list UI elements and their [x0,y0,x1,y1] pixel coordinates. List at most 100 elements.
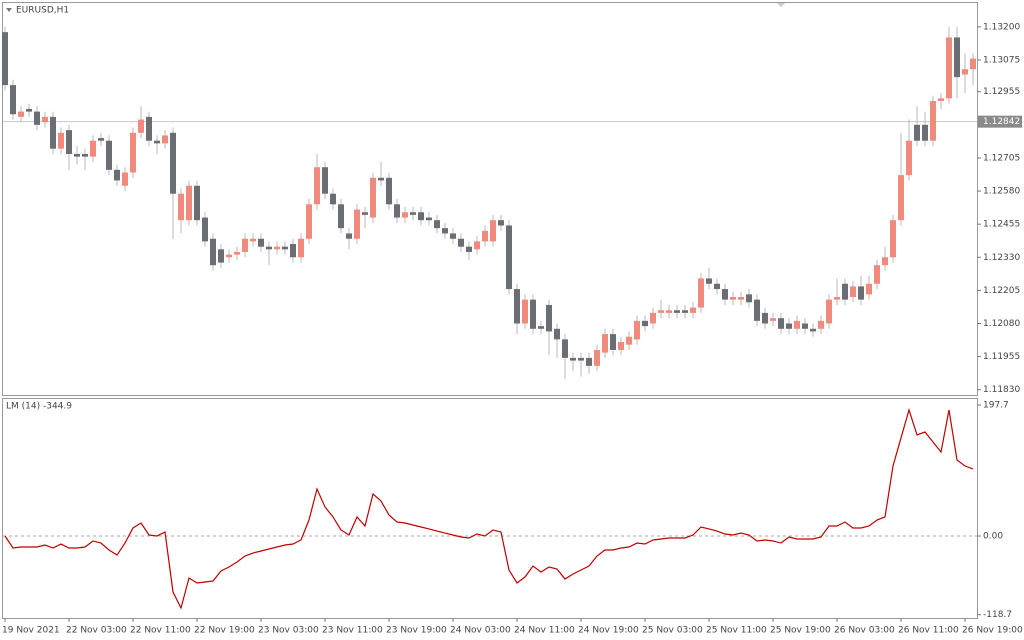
indicator-panel [2,398,978,619]
candle-body [738,297,744,300]
candle-body [794,320,800,329]
candle-body [530,299,536,329]
candle-body [906,140,912,176]
candle-body [842,283,848,300]
candle-body [442,228,448,234]
candle-body [234,251,240,255]
candle-body [394,204,400,218]
candle-body [386,177,392,205]
candle-body [114,169,120,181]
candle-body [474,241,480,250]
x-tick-label: 23 Nov 19:00 [386,626,447,636]
candle-body [962,69,968,75]
candle-body [250,238,256,242]
indicator-line [4,407,974,610]
candle-body [914,124,920,141]
x-tick-label: 26 Nov 11:00 [898,626,959,636]
x-tick-label: 22 Nov 19:00 [194,626,255,636]
candle-body [618,342,624,350]
candle-body [930,101,936,141]
candle-body [2,32,8,86]
menu-arrow[interactable] [6,8,12,12]
y-tick-label: 1.12705 [983,153,1020,163]
indicator-title: LM (14) -344.9 [6,402,72,412]
candle-body [122,172,128,186]
candle-body [410,212,416,215]
candle-body [866,283,872,295]
y-tick-label: -118.7 [983,610,1012,620]
x-tick-label: 24 Nov 03:00 [450,626,511,636]
candle-body [698,278,704,308]
candle-body [690,307,696,313]
x-tick-label: 25 Nov 11:00 [706,626,767,636]
candle-body [306,204,312,239]
y-tick-label: 1.12580 [983,187,1020,197]
candle-body [858,286,864,300]
candle-body [362,212,368,215]
candle-body [274,246,280,250]
candle-body [186,185,192,221]
candle-body [786,323,792,329]
price-panel [2,2,978,396]
candle-body [746,294,752,303]
x-tick-label: 19 Nov 2021 [2,626,60,636]
y-tick-label: 1.13075 [983,55,1020,65]
x-tick-label: 23 Nov 11:00 [322,626,383,636]
candle-body [282,246,288,250]
candle-body [218,249,224,263]
candle-body [658,310,664,313]
candle-body [178,193,184,221]
y-tick-label: 1.12955 [983,87,1020,97]
y-tick-label: 0.00 [983,532,1003,542]
candle-body [498,220,504,226]
candle-body [674,310,680,313]
candle-body [434,220,440,229]
candle-body [770,318,776,321]
candle-body [546,304,552,332]
x-tick-label: 25 Nov 03:00 [642,626,703,636]
candle-body [730,297,736,300]
candle-body [562,339,568,358]
y-tick-label: 1.12330 [983,253,1020,263]
y-tick-label: 1.12080 [983,319,1020,329]
candle-body [938,98,944,101]
x-tick-label: 22 Nov 11:00 [130,626,191,636]
x-tick-label: 26 Nov 19:00 [962,626,1023,636]
candle-body [322,167,328,194]
candle-body [418,212,424,221]
candle-body [522,299,528,324]
candle-body [290,244,296,258]
candle-body [514,289,520,324]
current-price-label: 1.12842 [983,117,1020,127]
y-tick-label: 197.7 [983,400,1009,410]
candle-body [490,220,496,242]
candle-body [970,58,976,70]
chart-title: EURUSD,H1 [16,6,69,16]
candle-body [714,283,720,290]
candle-body [50,116,56,149]
candle-body [666,310,672,313]
candle-body [578,357,584,361]
y-tick-label: 1.11830 [983,385,1020,395]
x-tick-label: 26 Nov 03:00 [834,626,895,636]
y-tick-label: 1.13200 [983,22,1020,32]
candle-body [146,116,152,141]
candle-body [162,135,168,144]
candle-body [506,225,512,290]
candle-body [570,357,576,361]
candle-body [106,140,112,170]
y-tick-label: 1.12205 [983,286,1020,296]
candle-body [90,140,96,157]
candle-body [426,217,432,221]
candle-body [466,246,472,252]
candle-body [266,246,272,250]
candle-body [458,238,464,247]
x-tick-label: 23 Nov 03:00 [258,626,319,636]
candle-body [74,153,80,157]
candle-body [682,310,688,313]
candle-body [554,328,560,340]
candle-body [402,212,408,218]
